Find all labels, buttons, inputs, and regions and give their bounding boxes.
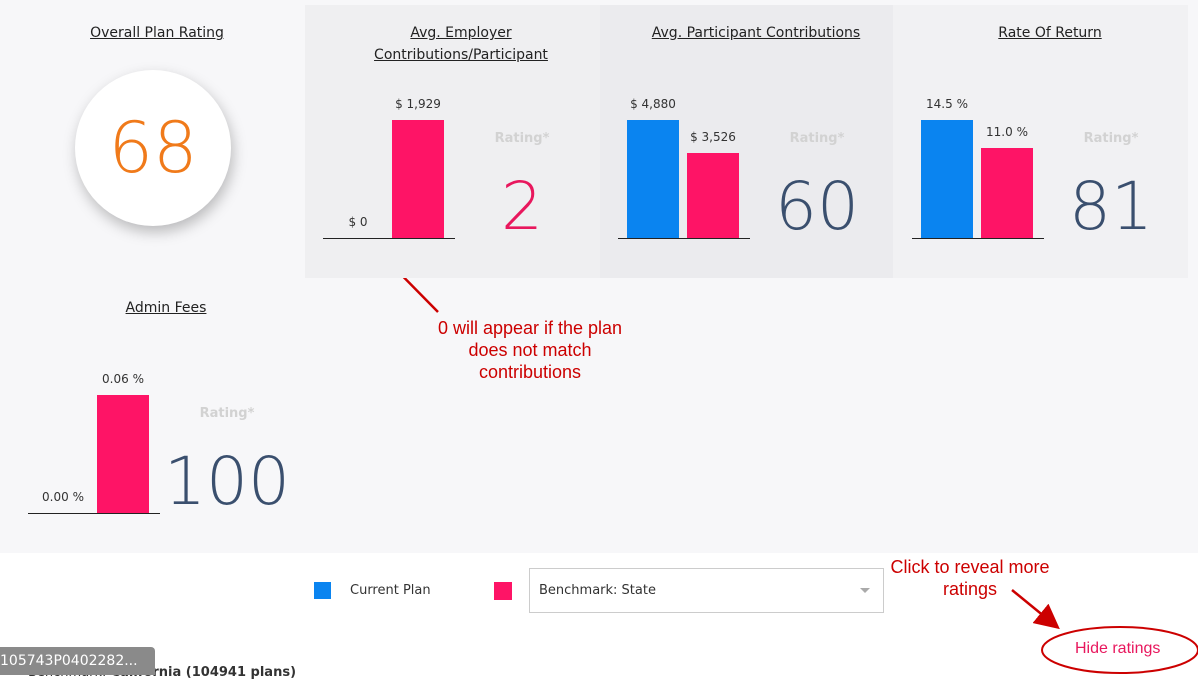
- rating-label: Rating*: [494, 131, 550, 146]
- tooltip: 105743P0402282...: [0, 647, 155, 675]
- bar: [981, 148, 1033, 238]
- overall-rating: 68: [108, 107, 198, 189]
- panel: [305, 5, 600, 278]
- baseline: [912, 238, 1044, 239]
- rating-label: Rating*: [199, 406, 255, 421]
- value-label: 0.00 %: [42, 490, 84, 504]
- hide-ratings[interactable]: Hide ratings: [1075, 640, 1161, 657]
- value-label: 11.0 %: [986, 125, 1028, 140]
- arrow: [1011, 589, 1060, 630]
- rating-value: 60: [775, 168, 859, 245]
- panel-title: Avg. Employer Contributions/Participant: [374, 25, 548, 63]
- panel-title: Rate Of Return: [998, 25, 1102, 41]
- rating-circle: [75, 70, 231, 226]
- highlight-ellipse: [1041, 626, 1198, 674]
- rating-label: Rating*: [789, 131, 845, 146]
- annotation: 0 will appear if the plan does not match…: [437, 318, 623, 382]
- value-label: $ 3,526: [690, 129, 736, 144]
- value-label: 0.06 %: [102, 372, 144, 386]
- rating-value: 2: [501, 168, 543, 245]
- annotation: Click to reveal more ratings: [890, 557, 1050, 599]
- panel-title: Admin Fees: [125, 300, 207, 316]
- value-label: 14.5 %: [926, 97, 968, 111]
- baseline: [618, 238, 750, 239]
- rating-value: 81: [1069, 168, 1153, 245]
- rating-value: 100: [164, 443, 290, 520]
- baseline: [323, 238, 455, 239]
- legend-swatch: [494, 582, 512, 600]
- benchmark-select[interactable]: Benchmark: State: [529, 568, 884, 613]
- overall-title: Overall Plan Rating: [90, 25, 224, 41]
- bar: [392, 120, 444, 238]
- bar: [921, 120, 973, 238]
- legend-swatch: [314, 582, 331, 599]
- bar: [687, 152, 739, 238]
- select-text: Benchmark: State: [539, 583, 656, 598]
- baseline: [28, 513, 160, 514]
- panel-title: Avg. Participant Contributions: [651, 25, 861, 41]
- value-label: $ 0: [348, 215, 368, 229]
- select-caret: [860, 588, 870, 593]
- bar: [627, 120, 679, 238]
- value-label: $ 4,880: [630, 97, 676, 111]
- rating-label: Rating*: [1083, 131, 1139, 146]
- value-label: $ 1,929: [395, 97, 441, 111]
- bar: [97, 395, 149, 513]
- legend-label: Current Plan: [350, 583, 431, 598]
